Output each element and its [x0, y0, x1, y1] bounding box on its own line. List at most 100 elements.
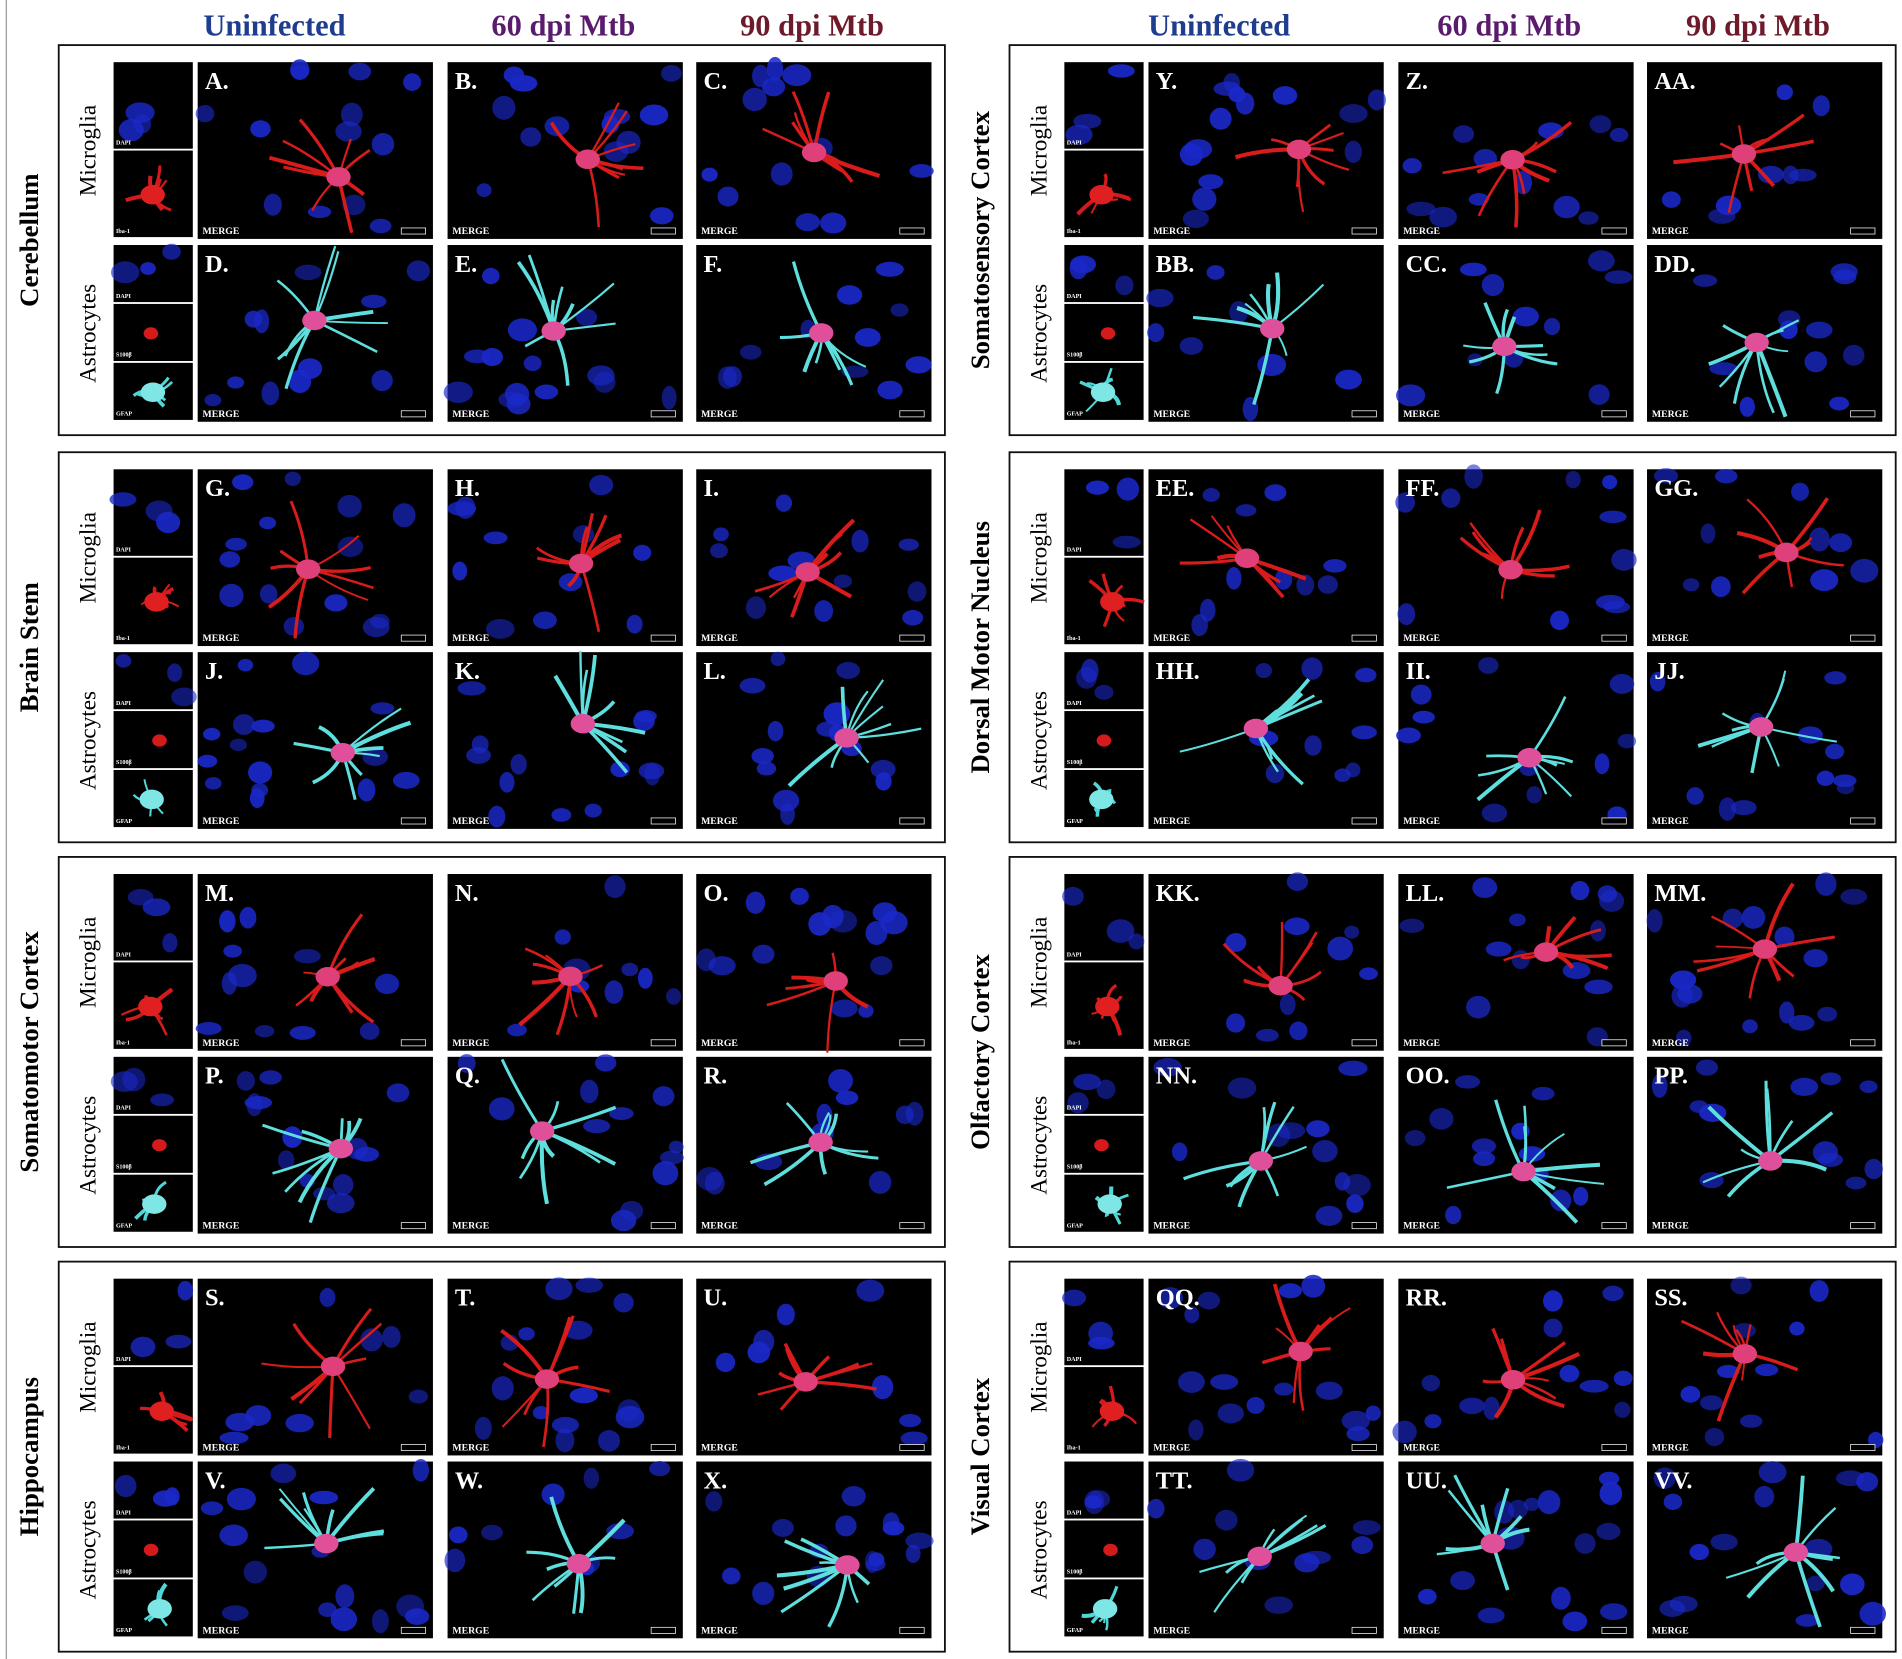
merge-label: MERGE — [1403, 633, 1440, 644]
nucleus — [200, 1501, 224, 1516]
nucleus — [1209, 107, 1232, 130]
nucleus — [1157, 1287, 1183, 1310]
scale-bar — [1601, 410, 1627, 418]
nucleus — [1396, 727, 1421, 744]
scale-bar — [1601, 1626, 1627, 1634]
nucleus — [1602, 1285, 1624, 1302]
merge-label: MERGE — [701, 1038, 738, 1049]
panel-letter: J. — [205, 658, 223, 685]
micrograph-bg — [696, 1278, 932, 1456]
region-label: Brain Stem — [14, 582, 44, 712]
nucleus — [1682, 578, 1700, 592]
nucleus — [1459, 1397, 1485, 1415]
nucleus — [1603, 600, 1631, 614]
nucleus — [236, 1071, 255, 1091]
merge-label: MERGE — [1153, 1038, 1190, 1049]
region-block: Cerebellum Microglia DAPI Iba-1 A. MERGE B. MER… — [14, 44, 946, 437]
nucleus — [1594, 753, 1610, 775]
nucleus — [1396, 384, 1426, 407]
channel-label: DAPI — [1067, 1510, 1082, 1516]
micrograph-bg — [447, 1461, 683, 1639]
micrograph: L. MERGE — [696, 651, 932, 829]
nucleus — [1272, 86, 1298, 105]
nucleus — [254, 1025, 275, 1038]
nucleus — [1824, 671, 1847, 685]
nucleus — [1653, 1467, 1676, 1489]
nucleus — [259, 584, 278, 604]
cell-body — [152, 1139, 167, 1152]
merge-label: MERGE — [701, 1221, 738, 1232]
nucleus — [1614, 1401, 1631, 1418]
channel-label: S100β — [116, 1569, 132, 1575]
micrograph: S. MERGE — [197, 1278, 433, 1456]
cell-body — [138, 996, 163, 1017]
nucleus — [544, 116, 570, 137]
nucleus — [1779, 1001, 1795, 1024]
panel-letter: VV. — [1654, 1467, 1692, 1494]
nucleus — [1722, 908, 1743, 929]
micrograph: VV. MERGE — [1647, 1461, 1887, 1639]
nucleus — [836, 285, 863, 305]
nucleus — [1177, 1371, 1205, 1393]
nucleus — [1289, 1021, 1308, 1041]
channel-label: DAPI — [116, 952, 131, 958]
nucleus — [251, 719, 275, 733]
nucleus — [335, 1584, 355, 1609]
nucleus — [1065, 124, 1093, 145]
nucleus — [713, 527, 729, 542]
scale-bar — [650, 227, 676, 235]
nucleus — [457, 1054, 476, 1073]
nucleus — [1842, 344, 1865, 366]
micrograph: AA. MERGE — [1647, 62, 1883, 239]
panel-letter: DD. — [1654, 251, 1695, 278]
nucleus — [705, 1491, 723, 1512]
nucleus — [1246, 1396, 1265, 1414]
region-label: Dorsal Motor Nucleus — [965, 521, 995, 774]
nucleus — [1466, 995, 1491, 1019]
panel-letter: S. — [205, 1285, 225, 1312]
nucleus — [1609, 673, 1635, 694]
cell-body — [575, 149, 600, 170]
block-frame — [57, 1260, 946, 1653]
nucleus — [1184, 1306, 1200, 1324]
scale-bar — [1351, 1222, 1377, 1230]
channel-label: GFAP — [116, 412, 132, 418]
merge-label: MERGE — [452, 226, 489, 237]
scale-bar — [1351, 227, 1377, 235]
nucleus — [1661, 191, 1681, 208]
panel-letter: OO. — [1406, 1063, 1450, 1090]
cell-body — [320, 1356, 346, 1377]
block-frame — [1008, 451, 1897, 844]
nucleus — [403, 73, 422, 91]
scale-bar — [1850, 410, 1876, 418]
nucleus — [1565, 470, 1581, 489]
nucleus — [875, 261, 904, 277]
nucleus — [1399, 918, 1425, 933]
nucleus — [1395, 492, 1415, 513]
nucleus — [761, 77, 786, 97]
nucleus — [660, 64, 682, 82]
micrograph: H. MERGE — [447, 469, 683, 647]
merge-label: MERGE — [701, 226, 738, 237]
nucleus — [1084, 1490, 1105, 1514]
nucleus — [370, 702, 395, 715]
channel-label: DAPI — [116, 1357, 131, 1363]
nucleus — [259, 1070, 282, 1085]
nucleus — [488, 1097, 515, 1121]
nucleus — [715, 1352, 736, 1373]
nucleus — [771, 1518, 794, 1537]
nucleus — [1809, 527, 1830, 552]
nucleus — [371, 1609, 389, 1634]
nucleus — [1284, 917, 1310, 936]
nucleus — [507, 318, 537, 342]
scale-bar — [650, 1444, 676, 1451]
nucleus — [1455, 1075, 1481, 1089]
nucleus — [1276, 1122, 1306, 1140]
nucleus — [1146, 288, 1174, 308]
nucleus — [580, 1079, 599, 1104]
channel-label: Iba-1 — [116, 1041, 130, 1047]
nucleus — [1153, 1057, 1182, 1077]
nucleus — [1264, 484, 1287, 502]
panel-letter: D. — [205, 251, 229, 278]
